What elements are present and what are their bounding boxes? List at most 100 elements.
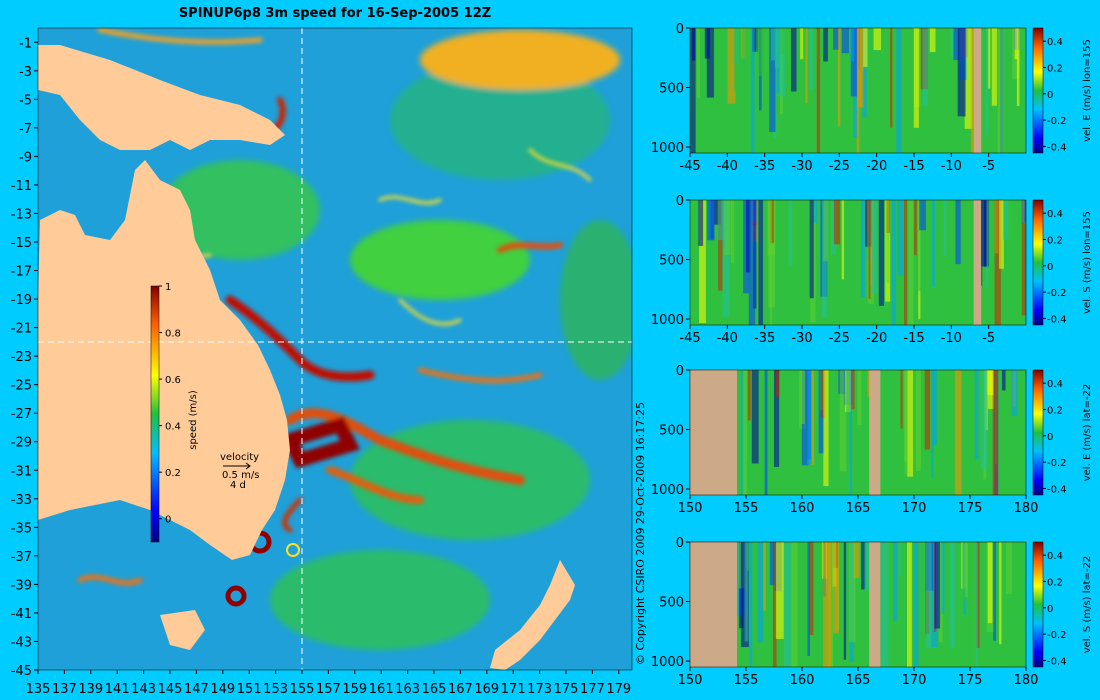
land-mask [690, 542, 738, 667]
section-x-tick-label: 170 [902, 673, 927, 688]
map-y-tick-label: -7 [19, 122, 32, 137]
map-y-tick-label: -35 [11, 521, 32, 536]
section-x-tick-label: -30 [791, 159, 812, 174]
map-y-tick-label: -41 [11, 607, 32, 622]
map-x-tick-label: 139 [78, 682, 103, 697]
section-colorbar-tick-label: -0.4 [1047, 314, 1067, 325]
section-x-tick-label: -15 [903, 159, 924, 174]
section-colorbar-tick-label: 0 [1047, 432, 1053, 443]
section-colorbar-tick-label: -0.2 [1047, 458, 1067, 469]
velocity-key-speed: 0.5 m/s [222, 470, 259, 481]
map-x-tick-label: 165 [422, 682, 447, 697]
map-x-tick-label: 173 [527, 682, 552, 697]
section-colorbar [1032, 541, 1044, 668]
land-mask [973, 200, 982, 325]
map-y-tick-label: -29 [11, 436, 32, 451]
section-x-tick-label: -20 [866, 159, 887, 174]
map-y-tick-label: -13 [11, 207, 32, 222]
section-x-tick-label: -10 [941, 159, 962, 174]
map-y-tick-label: -21 [11, 322, 32, 337]
section-colorbar-tick-label: 0.2 [1047, 63, 1063, 74]
section-colorbar-tick-label: 0.2 [1047, 235, 1063, 246]
speed-colorbar-tick-label: 1 [165, 282, 171, 293]
speed-colorbar: 0 0.2 0.4 0.6 0.8 1 speed (m/s) [150, 282, 199, 543]
section-x-tick-label: 155 [734, 501, 759, 516]
map-x-tick-label: 141 [105, 682, 130, 697]
section-y-tick-label: 0 [676, 536, 684, 551]
copyright-text: © Copyright CSIRO 2009 29-Oct-2009 16:17… [634, 402, 647, 665]
land-australia [38, 160, 290, 560]
section-x-tick-label: 170 [902, 501, 927, 516]
section-x-tick-label: 165 [846, 673, 871, 688]
map-y-tick-label: -23 [11, 350, 32, 365]
velocity-key-title: velocity [220, 452, 259, 463]
map-x-tick-label: 151 [237, 682, 262, 697]
map-y-tick-label: -3 [19, 65, 32, 80]
map-y-tick-label: -37 [11, 550, 32, 565]
section-x-tick-label: 175 [958, 501, 983, 516]
map-x-tick-label: 153 [263, 682, 288, 697]
section-x-tick-label: 180 [1014, 673, 1039, 688]
section-y-tick-label: 0 [676, 194, 684, 209]
section-colorbar [1032, 199, 1044, 326]
map-x-tick-label: 161 [369, 682, 394, 697]
section-colorbar-tick-label: 0.4 [1047, 379, 1063, 390]
section-panel [690, 542, 1026, 667]
section-x-tick-label: -35 [754, 159, 775, 174]
map-x-tick-label: 149 [210, 682, 235, 697]
speed-map [38, 28, 632, 670]
map-x-tick-label: 157 [316, 682, 341, 697]
map-y-tick-label: -27 [11, 407, 32, 422]
land-new-guinea [38, 45, 285, 150]
map-x-tick-label: 171 [501, 682, 526, 697]
section-panel [690, 28, 1026, 153]
section-x-tick-label: -30 [791, 331, 812, 346]
section-y-tick-label: 1000 [651, 141, 684, 156]
map-y-tick-label: -1 [19, 36, 32, 51]
land-mask [690, 370, 738, 495]
map-x-tick-label: 135 [26, 682, 51, 697]
section-colorbar-tick-label: -0.2 [1047, 288, 1067, 299]
map-y-tick-label: -45 [11, 664, 32, 679]
section-colorbar [1032, 369, 1044, 496]
section-colorbar-tick-label: -0.4 [1047, 142, 1067, 153]
map-x-tick-label: 179 [606, 682, 631, 697]
map-y-tick-label: -11 [11, 179, 32, 194]
map-y-tick-labels: -1 -3 -5 -7 -9 -11 -13 -15 -17 -19 -21 -23 -25 -27 -29… [11, 36, 38, 679]
section-x-tick-label: -15 [903, 331, 924, 346]
map-x-tick-label: 167 [448, 682, 473, 697]
section-x-tick-label: 150 [678, 673, 703, 688]
section-x-tick-label: 150 [678, 501, 703, 516]
map-x-tick-label: 163 [395, 682, 420, 697]
section-colorbar-tick-label: 0 [1047, 90, 1053, 101]
map-y-tick-label: -39 [11, 578, 32, 593]
speed-colorbar-label: speed (m/s) [188, 390, 199, 450]
map-x-tick-label: 143 [131, 682, 156, 697]
section-colorbar-tick-label: -0.4 [1047, 656, 1067, 667]
map-y-tick-label: -15 [11, 236, 32, 251]
map-x-tick-label: 155 [290, 682, 315, 697]
velocity-key: velocity 0.5 m/s 4 d [220, 452, 259, 491]
speed-colorbar-tick-label: 0 [165, 515, 171, 526]
land-new-zealand [490, 560, 575, 670]
section-panels: -45 -40 -35 -30 -25 -20 -15 -10 -5 0 500 1000 -0.4 -0… [651, 22, 1093, 688]
section-ylabel: vel. E (m/s) lon=155 [1082, 39, 1093, 142]
section-y-tick-label: 0 [676, 22, 684, 37]
section-colorbar-tick-label: -0.4 [1047, 484, 1067, 495]
section-panel [690, 370, 1026, 495]
section-colorbar-tick-label: 0 [1047, 262, 1053, 273]
map-x-tick-label: 145 [158, 682, 183, 697]
section-x-tick-label: -10 [941, 331, 962, 346]
speed-colorbar-tick-label: 0.2 [165, 468, 181, 479]
velocity-key-interval: 4 d [230, 480, 246, 491]
section-colorbar-tick-label: -0.2 [1047, 116, 1067, 127]
section-colorbar-tick-label: 0.4 [1047, 551, 1063, 562]
section-x-tick-label: -40 [717, 331, 738, 346]
section-x-tick-label: 160 [790, 673, 815, 688]
section-panel [690, 200, 1026, 325]
section-x-tick-label: -40 [717, 159, 738, 174]
map-x-tick-label: 177 [580, 682, 605, 697]
speed-colorbar-tick-label: 0.6 [165, 375, 181, 386]
map-x-tick-label: 137 [52, 682, 77, 697]
